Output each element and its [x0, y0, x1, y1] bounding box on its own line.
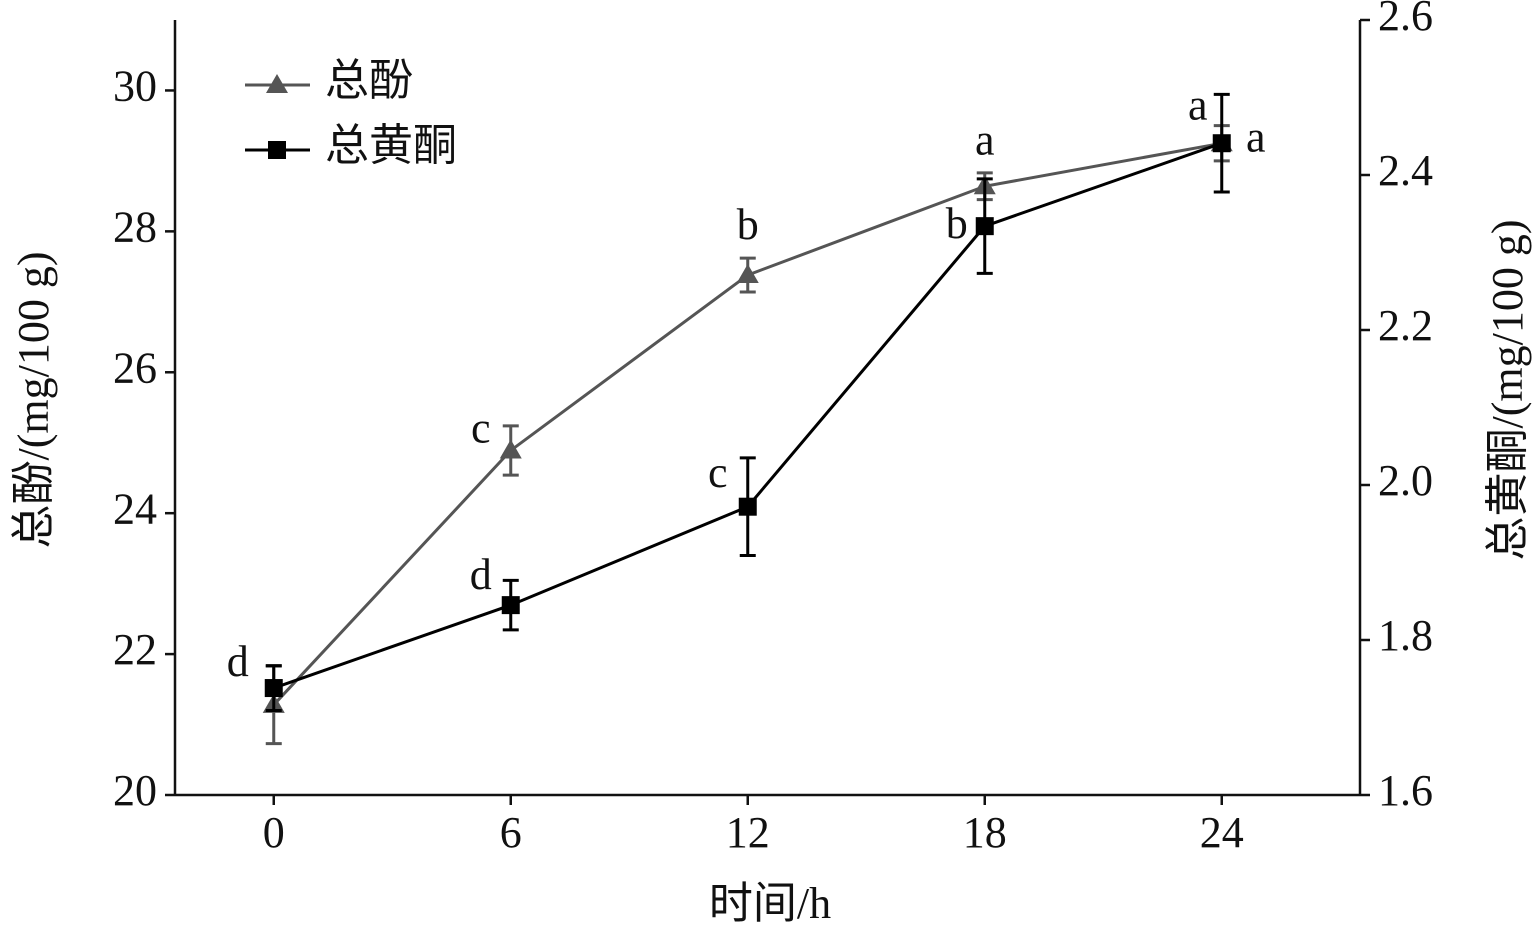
- y2-axis-label: 总黄酮/(mg/100 g): [1483, 220, 1532, 561]
- marker: [266, 74, 288, 93]
- x-tick-label: 0: [263, 808, 285, 857]
- legend-label: 总黄酮: [325, 121, 457, 170]
- significance-label: b: [737, 200, 759, 249]
- x-tick-label: 12: [726, 808, 770, 857]
- significance-label: a: [1188, 80, 1208, 129]
- x-tick-label: 6: [500, 808, 522, 857]
- marker: [501, 596, 520, 615]
- marker: [736, 264, 759, 284]
- marker: [264, 679, 283, 698]
- significance-label: a: [1246, 112, 1266, 161]
- y-tick-label: 24: [113, 484, 157, 533]
- y-tick-label: 20: [113, 766, 157, 815]
- y-tick-label: 22: [113, 625, 157, 674]
- y-tick-label: 30: [113, 62, 157, 111]
- legend-label: 总酚: [325, 56, 413, 105]
- significance-label: a: [975, 115, 995, 164]
- significance-label: c: [471, 404, 491, 453]
- significance-label: b: [946, 199, 968, 248]
- x-tick-label: 24: [1200, 808, 1244, 857]
- y-axis-label: 总酚/(mg/100 g): [9, 252, 58, 549]
- y2-tick-label: 2.4: [1378, 146, 1433, 195]
- marker: [975, 217, 994, 236]
- y2-tick-label: 2.0: [1378, 456, 1433, 505]
- y2-tick-label: 2.2: [1378, 301, 1433, 350]
- y2-tick-label: 1.6: [1378, 766, 1433, 815]
- y2-tick-label: 1.8: [1378, 611, 1433, 660]
- y2-tick-label: 2.6: [1378, 0, 1433, 40]
- significance-label: c: [708, 448, 728, 497]
- y-tick-label: 28: [113, 202, 157, 251]
- y-tick-label: 26: [113, 343, 157, 392]
- x-tick-label: 18: [963, 808, 1007, 857]
- significance-label: d: [470, 550, 492, 599]
- marker: [268, 141, 286, 159]
- marker: [499, 439, 522, 459]
- marker: [1212, 134, 1231, 153]
- marker: [738, 497, 757, 516]
- significance-label: d: [227, 637, 249, 686]
- x-axis-label: 时间/h: [709, 879, 831, 928]
